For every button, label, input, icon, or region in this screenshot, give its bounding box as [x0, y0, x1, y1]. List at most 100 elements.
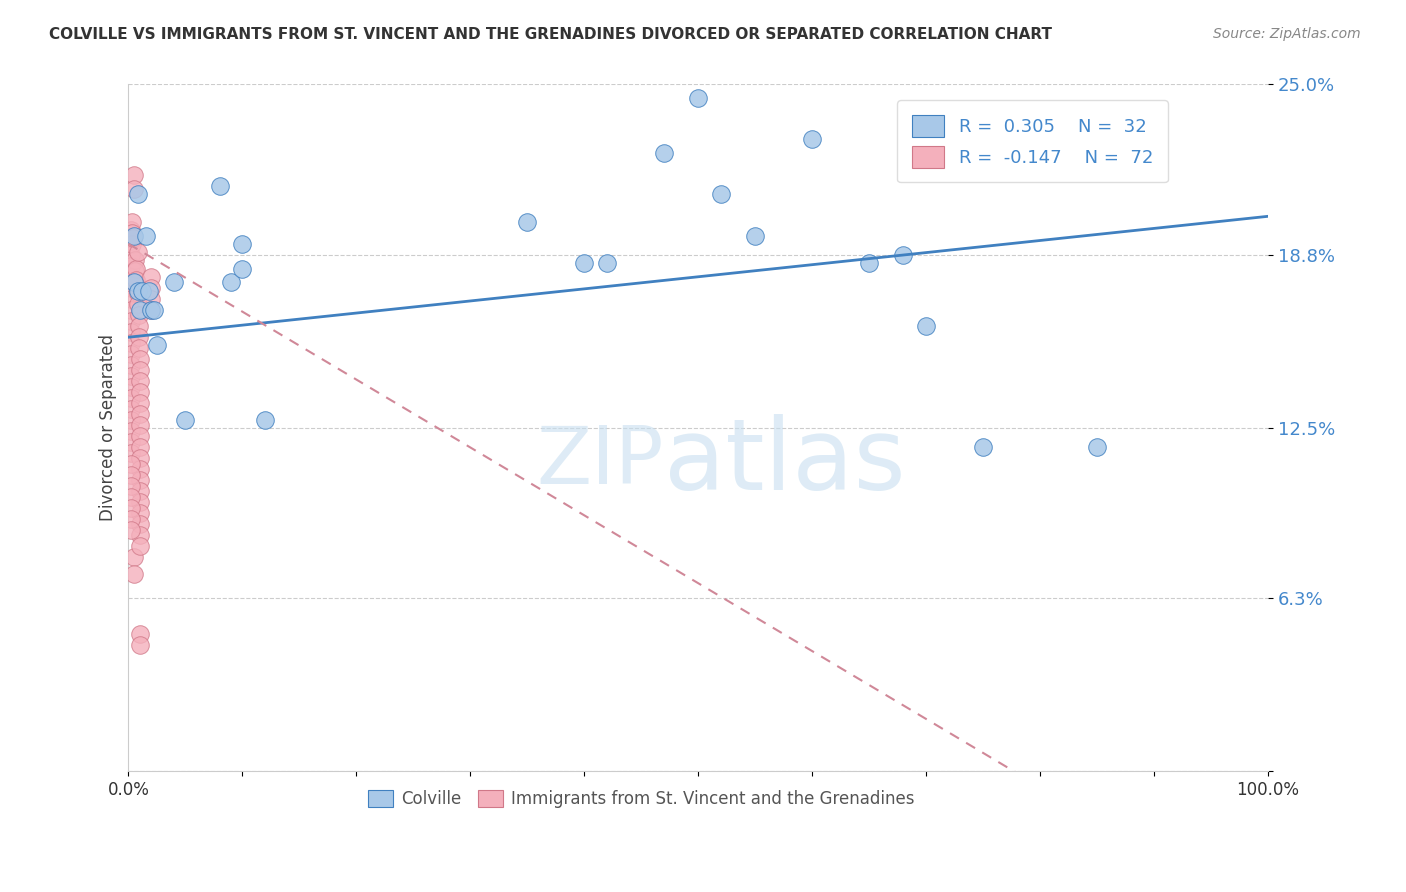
- Point: [138, 284, 160, 298]
- Point: [127, 245, 149, 260]
- Point: [124, 264, 146, 278]
- Point: [219, 275, 242, 289]
- Point: [128, 528, 150, 542]
- Point: [858, 256, 880, 270]
- Y-axis label: Divorced or Separated: Divorced or Separated: [100, 334, 117, 522]
- Point: [128, 462, 150, 476]
- Point: [128, 429, 150, 443]
- Point: [120, 380, 142, 394]
- Point: [128, 363, 150, 377]
- Point: [516, 215, 538, 229]
- Point: [120, 391, 142, 405]
- Point: [128, 352, 150, 367]
- Point: [120, 314, 142, 328]
- Point: [128, 308, 150, 322]
- Point: [128, 539, 150, 553]
- Point: [1143, 152, 1166, 166]
- Point: [120, 281, 142, 295]
- Point: [128, 627, 150, 641]
- Point: [125, 261, 148, 276]
- Point: [124, 275, 146, 289]
- Point: [128, 385, 150, 400]
- Point: [141, 302, 163, 317]
- Point: [120, 424, 142, 438]
- Point: [127, 187, 149, 202]
- Point: [128, 506, 150, 520]
- Point: [124, 253, 146, 268]
- Point: [120, 248, 142, 262]
- Point: [122, 182, 145, 196]
- Point: [128, 418, 150, 433]
- Point: [141, 292, 163, 306]
- Point: [127, 286, 149, 301]
- Point: [122, 231, 145, 245]
- Point: [128, 517, 150, 532]
- Point: [128, 396, 150, 410]
- Point: [121, 236, 143, 251]
- Text: COLVILLE VS IMMIGRANTS FROM ST. VINCENT AND THE GRENADINES DIVORCED OR SEPARATED: COLVILLE VS IMMIGRANTS FROM ST. VINCENT …: [49, 27, 1052, 42]
- Legend: Colville, Immigrants from St. Vincent and the Grenadines: Colville, Immigrants from St. Vincent an…: [361, 783, 921, 814]
- Point: [128, 495, 150, 509]
- Point: [208, 179, 231, 194]
- Point: [125, 272, 148, 286]
- Point: [128, 440, 150, 454]
- Point: [128, 374, 150, 388]
- Point: [574, 256, 596, 270]
- Point: [710, 187, 733, 202]
- Point: [128, 407, 150, 421]
- Point: [120, 490, 142, 504]
- Point: [120, 467, 142, 482]
- Point: [915, 319, 938, 334]
- Point: [254, 412, 277, 426]
- Point: [141, 302, 163, 317]
- Point: [120, 302, 142, 317]
- Point: [128, 302, 150, 317]
- Point: [120, 478, 142, 492]
- Point: [122, 550, 145, 565]
- Point: [596, 256, 619, 270]
- Point: [127, 284, 149, 298]
- Point: [120, 347, 142, 361]
- Point: [744, 228, 766, 243]
- Point: [141, 269, 163, 284]
- Point: [122, 275, 145, 289]
- Point: [120, 523, 142, 537]
- Point: [120, 325, 142, 339]
- Point: [231, 261, 253, 276]
- Point: [120, 511, 142, 525]
- Point: [131, 284, 153, 298]
- Point: [120, 259, 142, 273]
- Point: [121, 215, 143, 229]
- Point: [128, 330, 150, 344]
- Point: [135, 228, 157, 243]
- Point: [688, 91, 710, 105]
- Point: [652, 146, 675, 161]
- Point: [128, 341, 150, 355]
- Point: [128, 473, 150, 487]
- Point: [120, 269, 142, 284]
- Point: [120, 500, 142, 515]
- Point: [120, 335, 142, 350]
- Point: [972, 440, 994, 454]
- Point: [127, 297, 149, 311]
- Text: Source: ZipAtlas.com: Source: ZipAtlas.com: [1213, 27, 1361, 41]
- Point: [122, 566, 145, 581]
- Point: [120, 401, 142, 416]
- Point: [120, 457, 142, 471]
- Point: [120, 234, 142, 248]
- Point: [120, 445, 142, 459]
- Point: [163, 275, 186, 289]
- Point: [120, 292, 142, 306]
- Point: [121, 226, 143, 240]
- Point: [120, 358, 142, 372]
- Point: [120, 412, 142, 426]
- Point: [891, 248, 914, 262]
- Point: [128, 484, 150, 499]
- Point: [122, 228, 145, 243]
- Point: [141, 281, 163, 295]
- Text: ZIP: ZIP: [537, 424, 664, 501]
- Text: atlas: atlas: [664, 414, 905, 511]
- Point: [120, 434, 142, 449]
- Point: [128, 319, 150, 334]
- Point: [120, 368, 142, 383]
